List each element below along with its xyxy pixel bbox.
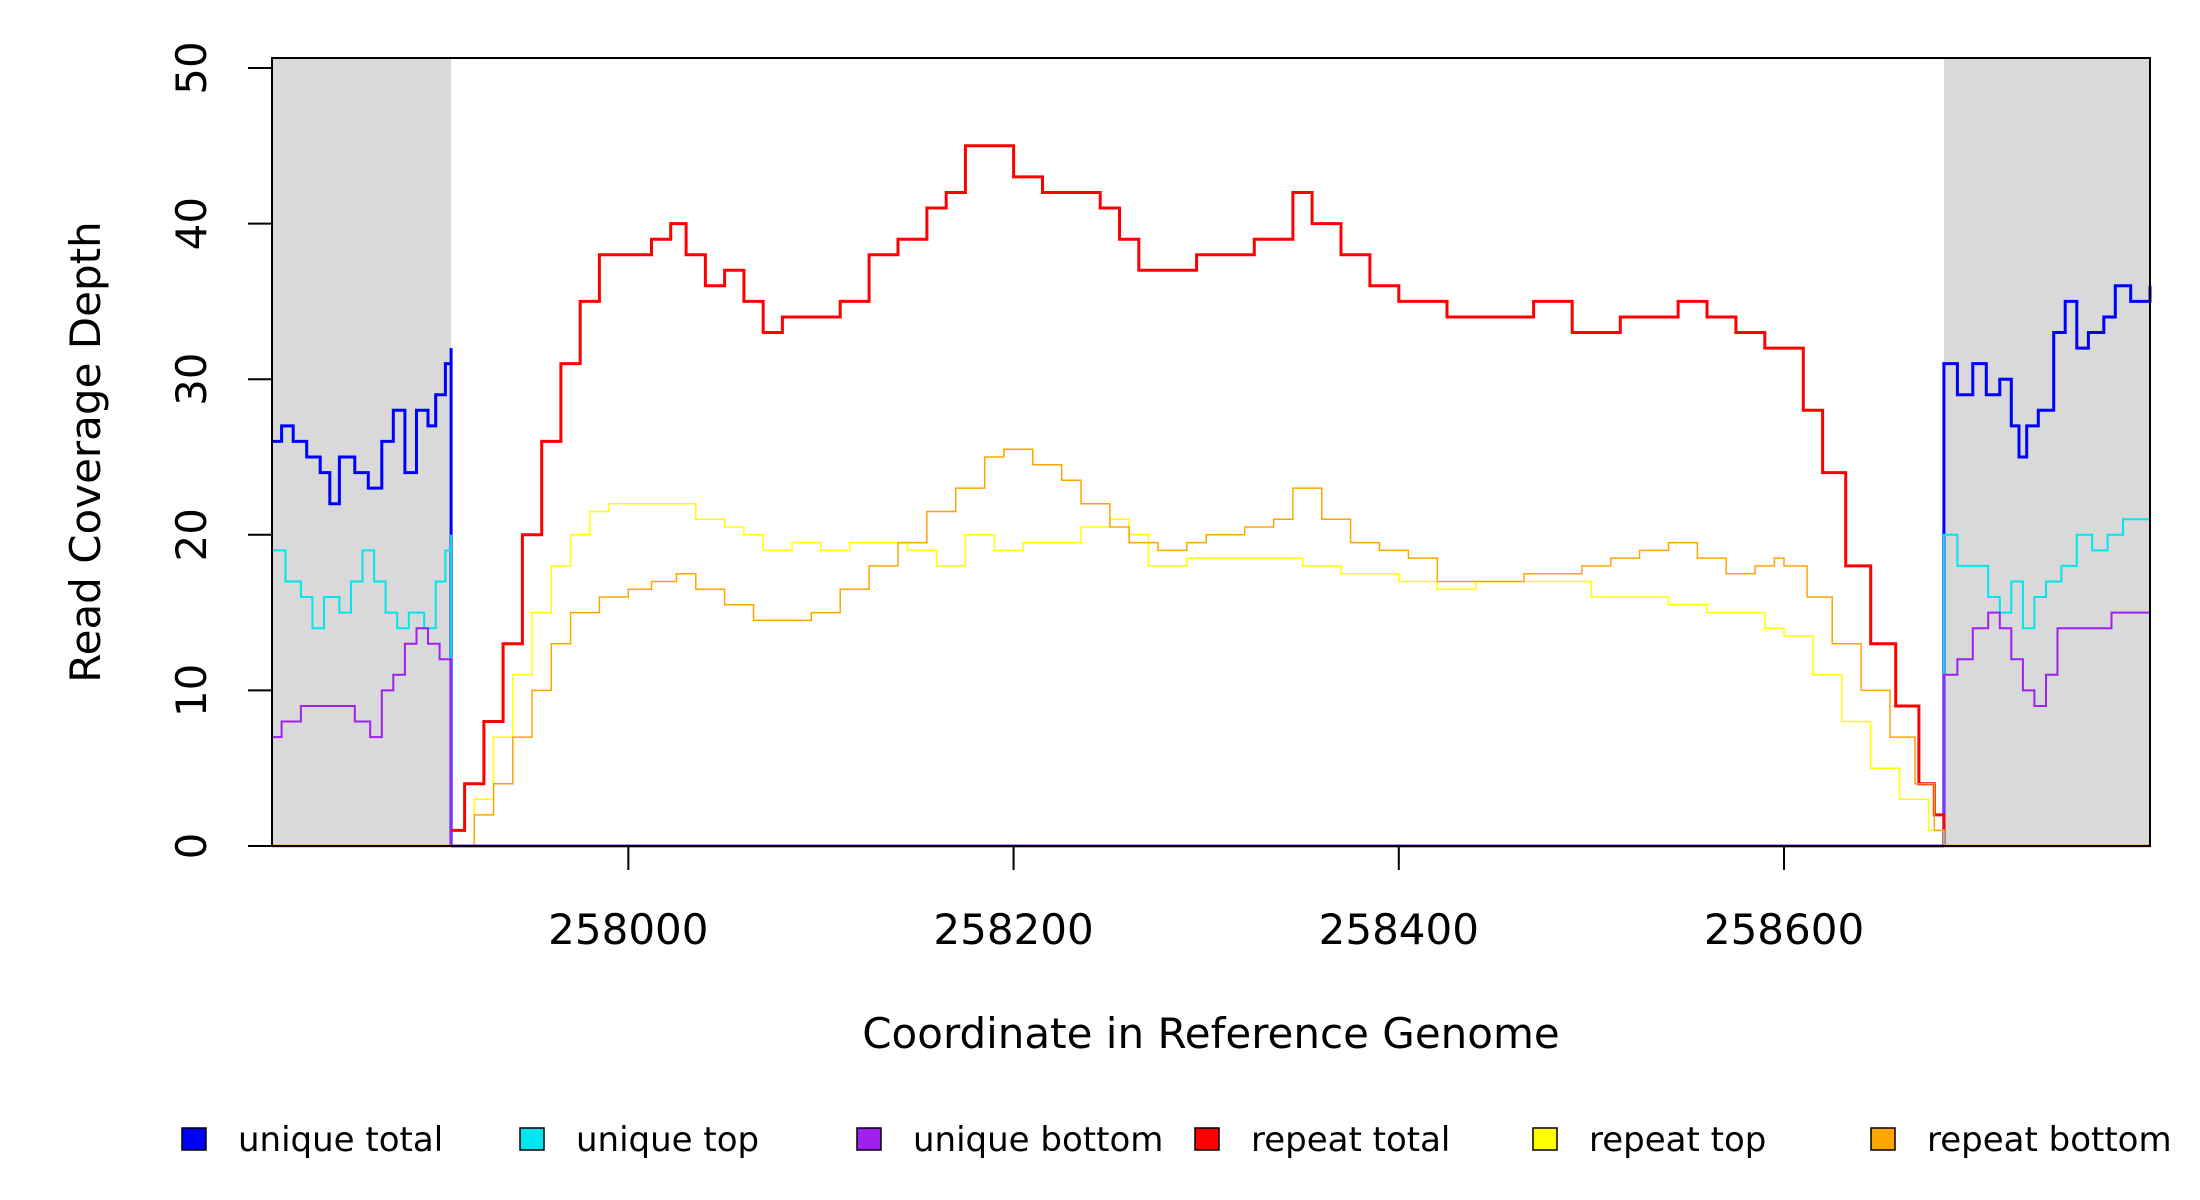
legend-label-s-unique-top: unique top xyxy=(576,1120,759,1160)
series-unique-bottom xyxy=(272,611,2151,847)
legend-key-s-unique-top xyxy=(519,1127,545,1151)
y-tick-label: 30 xyxy=(167,352,216,405)
series-repeat-bottom xyxy=(451,448,1945,847)
legend-label-s-unique-bottom: unique bottom xyxy=(913,1120,1163,1160)
x-tick-label: 258400 xyxy=(1319,905,1479,954)
legend-label-s-unique-total: unique total xyxy=(238,1120,443,1160)
series-lines xyxy=(272,144,2152,848)
legend-key-s-repeat-total xyxy=(1194,1127,1220,1151)
y-tick-label: 20 xyxy=(167,508,216,561)
legend-label-s-repeat-total: repeat total xyxy=(1251,1120,1450,1160)
legend: unique total unique top unique bottom repea… xyxy=(181,1120,2172,1160)
legend-label-s-repeat-top: repeat top xyxy=(1589,1120,1766,1160)
legend-key-s-unique-bottom xyxy=(856,1127,882,1151)
plot-frame xyxy=(271,57,2151,847)
y-axis-title: Read Coverage Depth xyxy=(61,221,110,682)
shaded-region-1 xyxy=(272,58,452,846)
axes: 0 10 20 30 40 50 258000 258200 258400 258600 xyxy=(167,41,1864,954)
x-tick-label: 258000 xyxy=(548,905,708,954)
x-axis-title: Coordinate in Reference Genome xyxy=(862,1009,1560,1058)
shaded-region-2 xyxy=(1943,58,2150,846)
series-unique-top xyxy=(272,503,2151,847)
x-tick-label: 258200 xyxy=(933,905,1093,954)
y-tick-label: 0 xyxy=(167,833,216,860)
series-repeat-total xyxy=(451,144,1946,832)
legend-key-s-repeat-top xyxy=(1532,1127,1558,1151)
shaded-regions xyxy=(272,58,2150,846)
y-tick-label: 50 xyxy=(167,41,216,94)
y-tick-label: 40 xyxy=(167,197,216,250)
legend-label-s-repeat-bottom: repeat bottom xyxy=(1927,1120,2172,1160)
y-tick-label: 10 xyxy=(167,664,216,717)
legend-key-s-repeat-bottom xyxy=(1870,1127,1896,1151)
x-tick-label: 258600 xyxy=(1704,905,1864,954)
legend-key-s-unique-total xyxy=(181,1127,207,1151)
series-repeat-top xyxy=(451,502,1945,847)
